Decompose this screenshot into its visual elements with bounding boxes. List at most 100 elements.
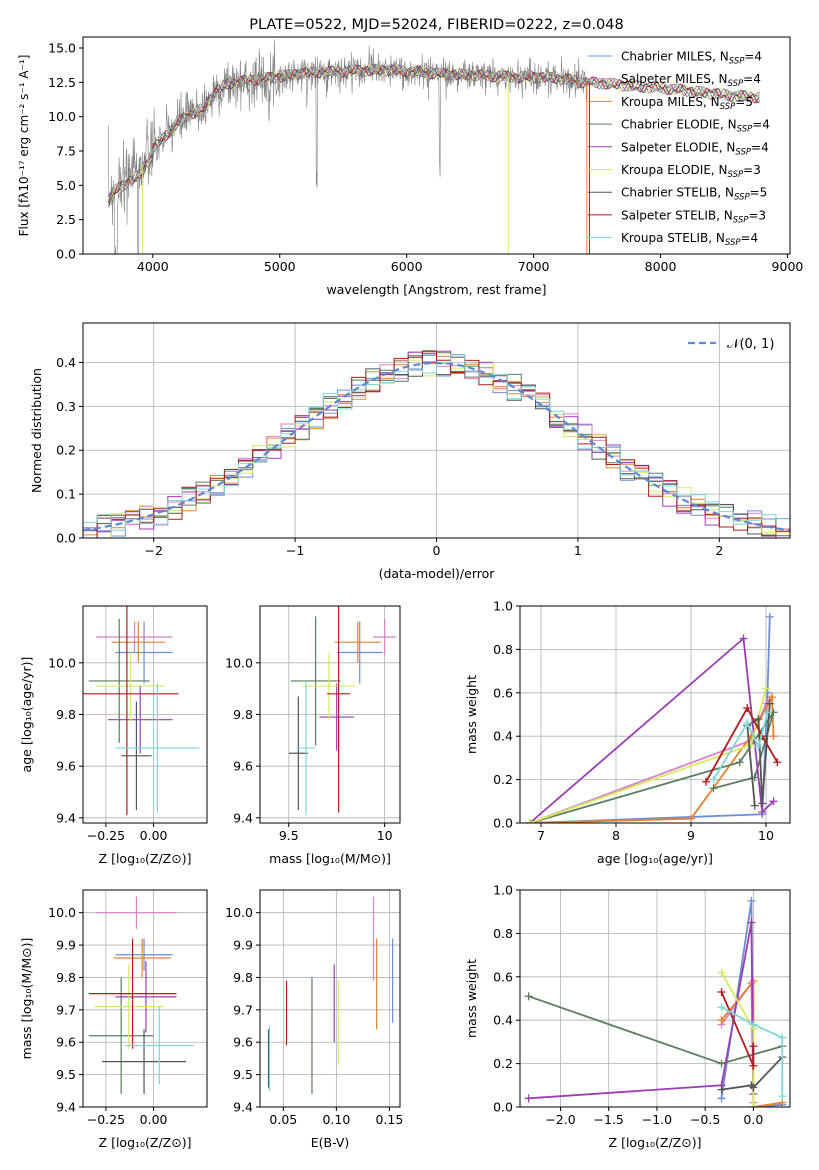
x-tick-label: −0.5 bbox=[690, 1112, 720, 1127]
x-tick-label: −1 bbox=[286, 543, 304, 558]
histogram-salpeter_stelib bbox=[83, 351, 790, 538]
y-tick-label: 10.0 bbox=[225, 905, 253, 920]
x-axis-label: Z [log₁₀(Z/Z⊙)] bbox=[609, 1135, 702, 1150]
y-tick-label: 7.5 bbox=[56, 143, 76, 158]
x-tick-label: 0.00 bbox=[140, 1112, 168, 1127]
x-tick-label: 5000 bbox=[264, 259, 296, 274]
y-axis-label: Flux [fλ10⁻¹⁷ erg cm⁻² s⁻¹ A⁻¹] bbox=[17, 55, 31, 237]
y-tick-label: 9.7 bbox=[56, 1002, 76, 1017]
series-marker-salpeter_stelib bbox=[702, 777, 710, 786]
panel-weight_vs_z: −2.0 −1.5 −1.0 −0.5 0.0 0.0 0.2 0.4 0.6 0.8 1.0 bbox=[493, 883, 791, 1127]
x-tick-label: 0 bbox=[433, 543, 441, 558]
series-marker-chabrier_elodie bbox=[709, 784, 718, 793]
series-marker-salpeter_elodie bbox=[739, 634, 748, 643]
series-marker-kroupa_miles bbox=[769, 732, 778, 741]
series-marker-salpeter_elodie bbox=[758, 808, 767, 817]
panel-mass_vs_z: −0.25 0.00 9.4 9.5 9.6 9.7 9.8 9.9 10.0 bbox=[48, 889, 208, 1127]
y-tick-label: 0.4 bbox=[56, 355, 76, 370]
y-tick-label: 0.3 bbox=[56, 399, 76, 414]
legend-entry: Salpeter MILES, NSSP=4 bbox=[621, 72, 761, 89]
legend-entry: Salpeter STELIB, NSSP=3 bbox=[621, 208, 766, 225]
series-marker-kroupa_miles bbox=[687, 814, 695, 823]
y-tick-label: 9.4 bbox=[233, 810, 253, 825]
series-marker-kroupa_miles bbox=[749, 977, 758, 986]
y-tick-label: 10.0 bbox=[48, 655, 76, 670]
series-marker-kroupa_stelib bbox=[778, 1092, 787, 1101]
series-marker-kroupa_miles bbox=[717, 1016, 726, 1025]
legend-entry-gaussian: 𝒩(0, 1) bbox=[727, 337, 774, 352]
y-tick-label: 0.0 bbox=[493, 816, 513, 831]
x-tick-label: −2.0 bbox=[545, 1112, 575, 1127]
y-tick-label: 9.8 bbox=[233, 707, 253, 722]
panel-weight_vs_age: 7 8 9 10 0.0 0.2 0.4 0.6 0.8 1.0 bbox=[493, 599, 791, 843]
x-tick-label: 10 bbox=[758, 828, 774, 843]
y-axis-label: mass weight bbox=[464, 675, 479, 754]
y-axis-label: age [log₁₀(age/yr)] bbox=[19, 657, 34, 773]
x-tick-label: 9 bbox=[687, 828, 695, 843]
series-marker-kroupa_miles bbox=[768, 693, 776, 702]
model-line-kroupa_stelib bbox=[108, 64, 760, 200]
x-tick-label: 2 bbox=[715, 543, 723, 558]
series-marker-chabrier_stelib bbox=[758, 799, 767, 808]
series-marker-kroupa_stelib bbox=[778, 1033, 787, 1042]
series-marker-chabrier_stelib bbox=[749, 1083, 758, 1092]
x-tick-label: 9000 bbox=[772, 259, 804, 274]
y-tick-label: 2.5 bbox=[56, 212, 76, 227]
plot-area bbox=[267, 896, 394, 1095]
y-tick-label: 9.8 bbox=[56, 970, 76, 985]
y-tick-label: 0.0 bbox=[493, 1100, 513, 1115]
x-tick-label: −0.25 bbox=[87, 828, 125, 843]
y-tick-label: 0.2 bbox=[493, 1056, 513, 1071]
x-axis-label: Z [log₁₀(Z/Z⊙)] bbox=[99, 1135, 192, 1150]
y-tick-label: 0.2 bbox=[493, 772, 513, 787]
plot-area bbox=[88, 896, 194, 1095]
y-tick-label: 0.6 bbox=[493, 969, 513, 984]
gaussian-curve bbox=[83, 361, 790, 532]
x-tick-label: 9.5 bbox=[279, 828, 299, 843]
x-tick-label: 0.10 bbox=[322, 1112, 350, 1127]
x-tick-label: −1.0 bbox=[642, 1112, 672, 1127]
series-line-chabrier_miles bbox=[529, 616, 771, 823]
panel-age_vs_mass: 9.5 10 9.4 9.6 9.8 10.0 bbox=[225, 605, 401, 843]
x-tick-label: −2 bbox=[144, 543, 162, 558]
axes-frame bbox=[82, 889, 208, 1108]
y-tick-label: 9.8 bbox=[233, 970, 253, 985]
y-tick-label: 9.4 bbox=[233, 1100, 253, 1115]
y-axis-label: mass weight bbox=[464, 959, 479, 1038]
panel-spectrum: 4000 5000 6000 7000 8000 9000 0.0 2.5 5.0 7.5 10.0… bbox=[48, 36, 804, 274]
y-tick-label: 9.4 bbox=[56, 1100, 76, 1115]
series-line-salpeter_elodie bbox=[529, 636, 775, 823]
series-marker-salpeter_elodie bbox=[747, 918, 756, 927]
series-marker-kroupa_stelib bbox=[763, 708, 772, 717]
panel-residuals: −2 −1 0 1 2 0.0 0.1 0.2 0.3 0.4 bbox=[56, 322, 791, 558]
axes-frame bbox=[519, 889, 791, 1108]
y-tick-label: 0.6 bbox=[493, 685, 513, 700]
y-tick-label: 0.8 bbox=[493, 642, 513, 657]
axes-frame bbox=[82, 36, 791, 255]
series-line-kroupa_stelib bbox=[712, 712, 769, 781]
y-tick-label: 9.6 bbox=[233, 759, 253, 774]
series-marker-kroupa_stelib bbox=[743, 719, 752, 728]
series-marker-chabrier_stelib bbox=[750, 801, 759, 810]
series-marker-chabrier_elodie bbox=[524, 992, 533, 1001]
x-tick-label: 8 bbox=[612, 828, 620, 843]
series-marker-chabrier_miles bbox=[747, 896, 756, 905]
x-tick-label: 7 bbox=[537, 828, 545, 843]
y-tick-label: 9.6 bbox=[233, 1035, 253, 1050]
series-line-chabrier_elodie bbox=[529, 711, 775, 823]
y-axis-label: mass [log₁₀(M/M⊙)] bbox=[19, 938, 34, 1060]
y-tick-label: 1.0 bbox=[493, 883, 513, 898]
chart-title: PLATE=0522, MJD=52024, FIBERID=0222, z=0… bbox=[249, 17, 623, 33]
series-marker-salpeter_stelib bbox=[743, 703, 752, 712]
y-tick-label: 9.7 bbox=[233, 1002, 253, 1017]
x-axis-label: E(B-V) bbox=[311, 1135, 350, 1150]
series-marker-chabrier_miles bbox=[765, 612, 774, 621]
x-axis-label: mass [log₁₀(M/M⊙)] bbox=[269, 851, 391, 866]
x-tick-label: −0.25 bbox=[87, 1112, 125, 1127]
x-axis-label: Z [log₁₀(Z/Z⊙)] bbox=[99, 851, 192, 866]
plot-area bbox=[83, 606, 200, 816]
x-tick-label: 8000 bbox=[645, 259, 677, 274]
axes-frame bbox=[519, 605, 791, 824]
legend-entry: Kroupa ELODIE, NSSP=3 bbox=[621, 163, 761, 180]
model-line-salpeter_stelib bbox=[107, 64, 760, 204]
